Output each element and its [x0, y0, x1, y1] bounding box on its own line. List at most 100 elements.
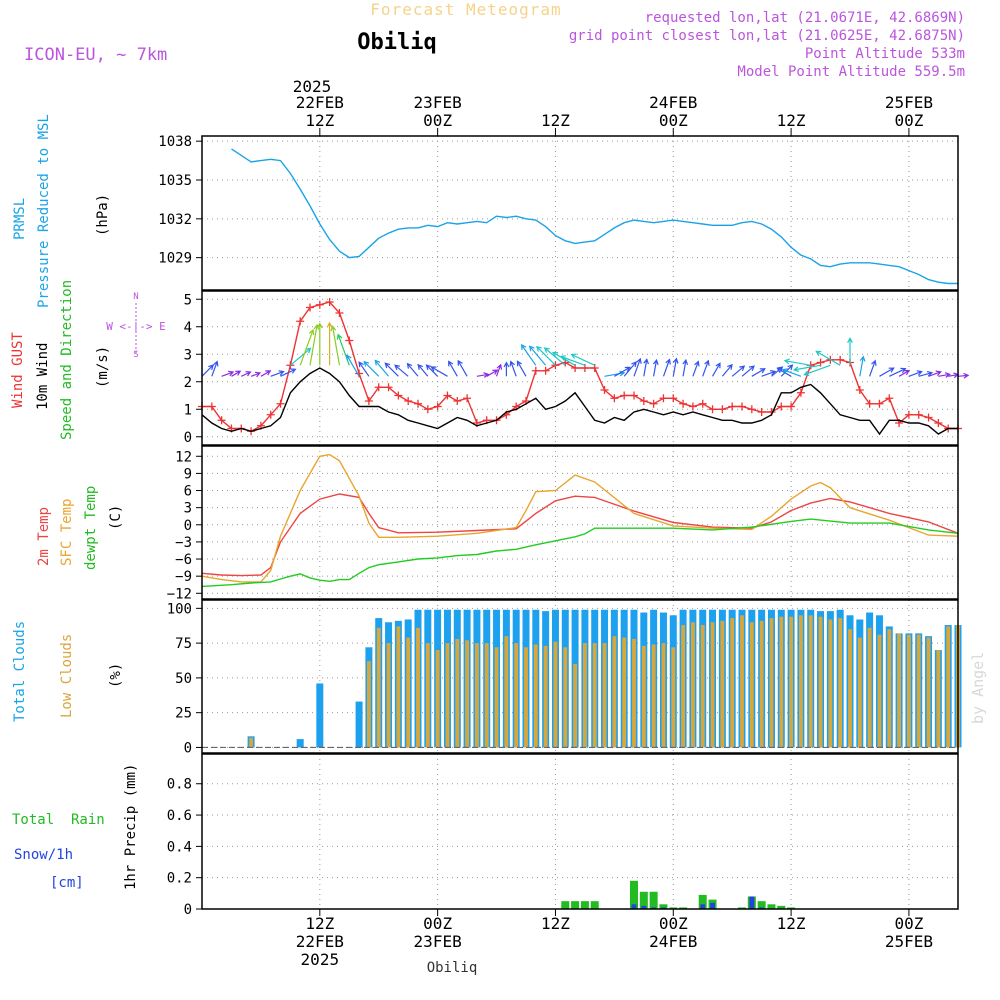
y-tick-label: 0 — [184, 902, 192, 918]
wind-arrow — [662, 358, 671, 377]
gust-marker — [855, 386, 864, 394]
bar-low-clouds — [887, 629, 892, 748]
panel-frame — [201, 290, 959, 446]
gust-marker — [924, 413, 933, 422]
low-clouds-label: Low Clouds — [59, 634, 75, 718]
bar-total-clouds — [316, 683, 324, 748]
wind-arrow — [241, 371, 252, 377]
bar-low-clouds — [769, 618, 774, 748]
line-10m-wind — [201, 367, 958, 436]
line-2m-temp — [201, 493, 959, 577]
bar-total-clouds — [355, 701, 363, 748]
wind-arrow — [702, 359, 710, 377]
y-tick-label: 12 — [175, 449, 192, 465]
snow-unit-label: [cm] — [50, 875, 84, 891]
gust-marker — [738, 402, 746, 411]
wind-arrow — [486, 369, 499, 377]
bar-total-rain — [630, 880, 638, 909]
bar-snow-1h — [759, 907, 765, 909]
bar-low-clouds — [867, 627, 872, 748]
cloud-labels: Total Clouds Low Clouds (%) — [12, 621, 124, 722]
bar-low-clouds — [514, 643, 519, 748]
gust-marker — [266, 410, 275, 419]
bar-total-rain — [659, 904, 668, 909]
bar-low-clouds — [249, 737, 254, 748]
precip-unit: 1hr Precip (mm) — [123, 764, 139, 890]
bar-low-clouds — [386, 643, 391, 748]
wind-arrow — [495, 363, 503, 377]
snow-label: Snow/1h — [14, 847, 73, 863]
bar-low-clouds — [563, 647, 568, 748]
bar-low-clouds — [936, 650, 941, 748]
wind-dir-label: Speed and Direction — [59, 280, 75, 440]
gust-marker — [433, 402, 442, 411]
gust-marker — [580, 364, 589, 372]
bar-low-clouds — [465, 640, 470, 748]
gust-marker — [698, 399, 707, 408]
wind-arrow — [869, 359, 877, 377]
wind-arrow — [520, 343, 537, 366]
bar-low-clouds — [396, 626, 401, 748]
wind-arrow — [781, 368, 802, 377]
wind-arrow — [358, 361, 370, 377]
gust-marker — [914, 410, 923, 419]
bottom-time-label: 23FEB — [414, 932, 462, 951]
wind-arrow — [859, 355, 866, 377]
wind-arrow — [898, 369, 911, 377]
point-altitude: Point Altitude 533m — [805, 46, 965, 62]
bar-low-clouds — [906, 634, 911, 748]
y-tick-label: 75 — [175, 636, 192, 652]
wind-arrow — [330, 325, 341, 366]
gust-marker — [816, 358, 825, 367]
model-altitude: Model Point Altitude 559.5m — [737, 64, 965, 80]
wind-arrow — [643, 358, 649, 377]
bar-snow-1h — [749, 896, 755, 909]
gust-marker — [659, 394, 668, 403]
precip-labels: Total Rain Snow/1h [cm] 1hr Precip (mm) — [12, 764, 139, 891]
requested-coords: requested lon,lat (21.0671E, 42.6869N) — [645, 10, 965, 26]
bar-low-clouds — [582, 643, 587, 748]
gust-marker — [865, 399, 874, 408]
wind-arrow — [516, 360, 527, 377]
bar-total-rain — [649, 891, 658, 909]
top-time-label: 00Z — [423, 111, 452, 130]
gust-marker — [404, 397, 413, 405]
bar-low-clouds — [720, 620, 725, 748]
wind-arrow — [476, 372, 490, 378]
gust-marker — [217, 416, 226, 425]
bar-total-rain — [639, 891, 648, 909]
gust-marker — [414, 399, 422, 408]
bar-low-clouds — [602, 643, 607, 748]
gust-marker — [541, 366, 550, 375]
bar-total-rain — [738, 907, 746, 909]
bar-total-rain — [590, 901, 599, 909]
wind-arrow — [652, 358, 659, 377]
gust-marker — [787, 402, 796, 411]
wind-arrow — [847, 337, 853, 366]
panel-frame — [201, 135, 959, 291]
bar-low-clouds — [455, 638, 460, 748]
pressure-unit: (hPa) — [95, 194, 111, 236]
bar-snow-1h — [700, 904, 706, 909]
wind-arrow — [672, 357, 679, 377]
bar-snow-1h — [641, 905, 647, 909]
gust-marker — [207, 402, 216, 411]
y-tick-label: 1029 — [158, 251, 192, 267]
bar-low-clouds — [710, 622, 715, 748]
y-tick-label: −12 — [167, 586, 192, 602]
y-tick-label: 0.6 — [167, 808, 192, 824]
gust-label: Wind GUST — [10, 332, 26, 408]
bar-total-rain — [669, 907, 678, 909]
wind-arrow — [928, 370, 942, 377]
bar-low-clouds — [484, 643, 489, 748]
wind-arrow — [211, 360, 219, 377]
prmsl-desc-label: Pressure Reduced to MSL — [36, 114, 52, 308]
y-tick-label: 0.4 — [167, 839, 192, 855]
bar-low-clouds — [740, 615, 744, 748]
wind-arrow — [957, 372, 970, 379]
bar-low-clouds — [730, 618, 735, 748]
chart-title: Forecast Meteogram — [370, 0, 561, 19]
bar-low-clouds — [632, 638, 636, 748]
bar-low-clouds — [641, 645, 646, 748]
